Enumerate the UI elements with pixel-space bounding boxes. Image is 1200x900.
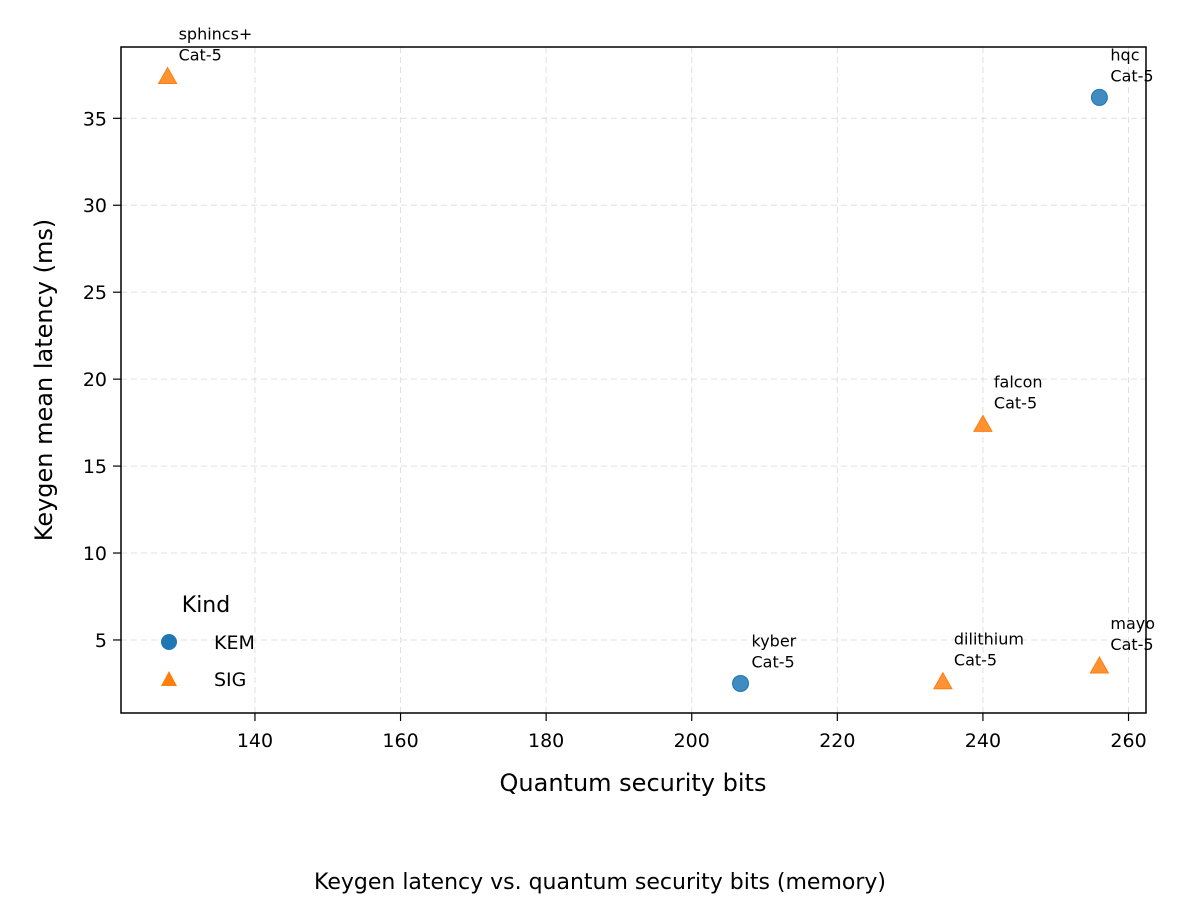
legend-sig-marker	[161, 671, 177, 686]
data-point-mayo	[1089, 656, 1110, 674]
data-point-sphincs+	[157, 66, 178, 85]
y-tick-label: 30	[83, 195, 107, 217]
legend-kem-marker	[161, 634, 177, 650]
data-point-kyber	[732, 674, 750, 692]
point-label-category: Cat-5	[1110, 635, 1153, 654]
point-label-category: Cat-5	[179, 46, 222, 65]
point-label-name: falcon	[994, 372, 1043, 391]
data-point-hqc	[1090, 88, 1108, 106]
point-label-category: Cat-5	[752, 652, 795, 671]
y-tick-label: 35	[83, 108, 107, 130]
grid	[121, 47, 1146, 713]
point-label-name: kyber	[752, 631, 797, 650]
y-axis-label: Keygen mean latency (ms)	[30, 219, 58, 541]
legend-title: Kind	[182, 593, 230, 618]
axis-ticks: 140 160 180 200 220 240 260 5 10 15 20 25 30 35	[83, 108, 1147, 752]
point-label-category: Cat-5	[954, 651, 997, 670]
y-tick-label: 10	[83, 543, 107, 565]
point-label-name: sphincs+	[179, 25, 253, 44]
y-tick-label: 5	[95, 630, 107, 652]
y-tick-label: 25	[83, 282, 107, 304]
x-tick-label: 220	[819, 730, 855, 752]
y-tick-label: 15	[83, 456, 107, 478]
point-label-name: mayo	[1110, 614, 1155, 633]
legend-sig-label: SIG	[214, 669, 246, 691]
legend-kem-label: KEM	[214, 632, 255, 654]
point-label-name: hqc	[1110, 45, 1139, 64]
x-tick-label: 200	[674, 730, 710, 752]
x-tick-label: 180	[528, 730, 564, 752]
plot-frame	[120, 46, 1147, 714]
point-label-name: dilithium	[954, 630, 1024, 649]
x-tick-label: 160	[382, 730, 418, 752]
x-axis-label: Quantum security bits	[500, 769, 767, 797]
x-tick-label: 260	[1110, 730, 1146, 752]
chart-caption: Keygen latency vs. quantum security bits…	[314, 870, 886, 895]
point-label-category: Cat-5	[1110, 66, 1153, 85]
legend: Kind KEM SIG	[161, 593, 255, 691]
data-point-dilithium	[933, 671, 953, 690]
data-points: sphincs+ Cat-5 hqc Cat-5 falcon Cat-5 kyber Cat…	[157, 25, 1155, 692]
x-tick-label: 140	[237, 730, 273, 752]
data-point-falcon	[973, 414, 993, 432]
y-tick-label: 20	[83, 369, 107, 391]
x-tick-label: 240	[965, 730, 1001, 752]
point-label-category: Cat-5	[994, 393, 1037, 412]
